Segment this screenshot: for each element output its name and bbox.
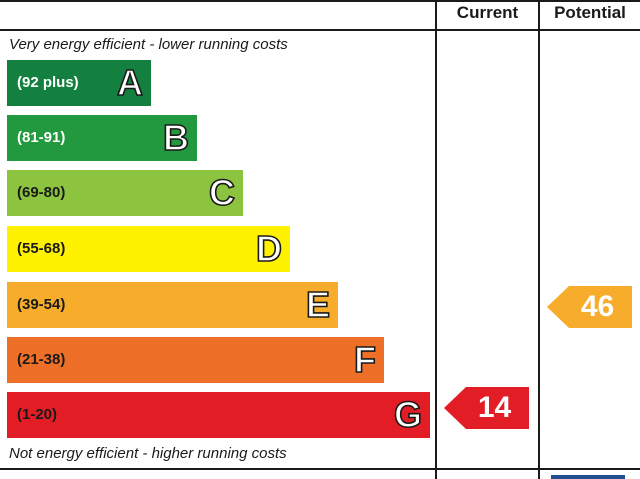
band-b-letter: B xyxy=(162,116,190,159)
band-f-letter: F xyxy=(353,338,377,381)
band-e-range: (39-54) xyxy=(17,296,66,313)
band-f-range: (21-38) xyxy=(17,351,66,368)
band-g-letter: G xyxy=(393,393,423,436)
bottom-efficiency-note: Not energy efficient - higher running co… xyxy=(9,445,287,462)
band-a: (92 plus) A xyxy=(7,60,151,106)
band-d-letter: D xyxy=(255,227,283,270)
header-divider xyxy=(0,29,640,31)
band-c-letter: C xyxy=(208,171,236,214)
potential-rating-arrow: 46 xyxy=(547,286,632,328)
band-a-letter: A xyxy=(116,61,144,104)
band-c: (69-80) C xyxy=(7,170,243,216)
band-f: (21-38) F xyxy=(7,337,384,383)
bottom-divider xyxy=(0,468,640,470)
potential-column-header: Potential xyxy=(554,3,626,22)
top-efficiency-note: Very energy efficient - lower running co… xyxy=(9,36,288,53)
top-border xyxy=(0,0,640,2)
band-g-range: (1-20) xyxy=(17,406,58,423)
scroll-edge-bar xyxy=(551,475,625,479)
band-c-range: (69-80) xyxy=(17,184,66,201)
band-g: (1-20) G xyxy=(7,392,430,438)
column-divider-potential xyxy=(538,0,540,479)
band-b: (81-91) B xyxy=(7,115,197,161)
band-b-range: (81-91) xyxy=(17,129,66,146)
band-d-range: (55-68) xyxy=(17,240,66,257)
column-divider-current xyxy=(435,0,437,479)
band-e-letter: E xyxy=(305,283,331,326)
band-a-range: (92 plus) xyxy=(17,74,79,91)
band-d: (55-68) D xyxy=(7,226,290,272)
current-rating-arrow: 14 xyxy=(444,387,529,429)
current-column-header: Current xyxy=(456,3,519,22)
band-e: (39-54) E xyxy=(7,282,338,328)
